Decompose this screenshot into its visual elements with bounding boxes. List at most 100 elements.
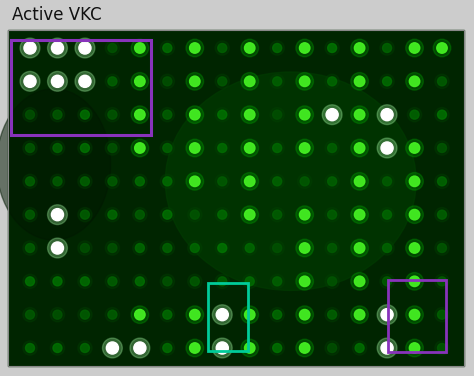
Circle shape bbox=[435, 274, 449, 288]
Circle shape bbox=[133, 241, 147, 255]
Circle shape bbox=[355, 276, 365, 287]
Circle shape bbox=[215, 108, 229, 122]
Ellipse shape bbox=[0, 89, 110, 240]
Circle shape bbox=[218, 177, 227, 186]
Circle shape bbox=[131, 73, 149, 90]
Circle shape bbox=[160, 174, 174, 188]
Circle shape bbox=[105, 41, 119, 55]
Circle shape bbox=[135, 43, 145, 53]
Circle shape bbox=[270, 308, 284, 322]
Circle shape bbox=[325, 141, 339, 155]
Circle shape bbox=[190, 176, 200, 186]
Circle shape bbox=[433, 39, 451, 57]
Circle shape bbox=[53, 177, 62, 186]
Circle shape bbox=[188, 241, 202, 255]
Circle shape bbox=[190, 43, 200, 53]
Circle shape bbox=[81, 244, 90, 253]
Circle shape bbox=[410, 76, 420, 86]
Circle shape bbox=[328, 244, 337, 253]
Circle shape bbox=[215, 208, 229, 222]
Circle shape bbox=[241, 306, 258, 323]
Circle shape bbox=[218, 244, 227, 253]
Circle shape bbox=[325, 174, 339, 188]
Circle shape bbox=[23, 341, 37, 355]
Circle shape bbox=[328, 344, 337, 353]
Circle shape bbox=[218, 144, 227, 153]
Circle shape bbox=[108, 110, 117, 119]
Circle shape bbox=[296, 273, 313, 290]
Circle shape bbox=[53, 310, 62, 319]
Circle shape bbox=[410, 110, 419, 119]
Circle shape bbox=[300, 243, 310, 253]
Circle shape bbox=[108, 310, 117, 319]
Circle shape bbox=[355, 243, 365, 253]
Circle shape bbox=[78, 274, 92, 288]
Circle shape bbox=[351, 206, 368, 223]
Circle shape bbox=[410, 276, 420, 287]
Circle shape bbox=[131, 39, 149, 57]
Circle shape bbox=[163, 344, 172, 353]
Circle shape bbox=[377, 338, 397, 358]
Circle shape bbox=[245, 309, 255, 320]
Circle shape bbox=[296, 306, 313, 323]
Circle shape bbox=[163, 210, 172, 219]
Circle shape bbox=[218, 277, 227, 286]
Circle shape bbox=[245, 43, 255, 53]
Circle shape bbox=[355, 76, 365, 86]
Circle shape bbox=[325, 241, 339, 255]
Circle shape bbox=[190, 309, 200, 320]
Circle shape bbox=[273, 210, 282, 219]
Circle shape bbox=[186, 306, 204, 323]
Circle shape bbox=[163, 244, 172, 253]
Circle shape bbox=[215, 141, 229, 155]
Circle shape bbox=[241, 206, 258, 223]
Circle shape bbox=[102, 338, 122, 358]
Circle shape bbox=[438, 310, 447, 319]
Circle shape bbox=[160, 208, 174, 222]
Circle shape bbox=[160, 241, 174, 255]
Circle shape bbox=[216, 309, 228, 321]
Circle shape bbox=[47, 205, 67, 224]
Circle shape bbox=[245, 109, 255, 120]
Circle shape bbox=[438, 244, 447, 253]
Circle shape bbox=[215, 174, 229, 188]
Circle shape bbox=[135, 143, 145, 153]
Circle shape bbox=[78, 341, 92, 355]
Circle shape bbox=[296, 206, 313, 223]
Circle shape bbox=[20, 71, 40, 91]
Circle shape bbox=[79, 42, 91, 54]
Circle shape bbox=[212, 338, 232, 358]
Circle shape bbox=[406, 339, 423, 357]
Circle shape bbox=[130, 338, 150, 358]
Circle shape bbox=[245, 277, 254, 286]
Circle shape bbox=[270, 274, 284, 288]
Circle shape bbox=[406, 173, 423, 190]
Circle shape bbox=[23, 108, 37, 122]
Circle shape bbox=[188, 208, 202, 222]
Circle shape bbox=[273, 110, 282, 119]
Circle shape bbox=[190, 143, 200, 153]
Circle shape bbox=[438, 277, 447, 286]
Circle shape bbox=[270, 174, 284, 188]
Circle shape bbox=[23, 174, 37, 188]
Circle shape bbox=[296, 339, 313, 357]
Circle shape bbox=[438, 144, 447, 153]
Circle shape bbox=[438, 344, 447, 353]
Circle shape bbox=[108, 144, 117, 153]
Circle shape bbox=[273, 310, 282, 319]
Circle shape bbox=[435, 108, 449, 122]
Circle shape bbox=[51, 75, 64, 87]
Circle shape bbox=[163, 144, 172, 153]
Circle shape bbox=[383, 177, 392, 186]
Bar bbox=[8, 30, 464, 366]
Circle shape bbox=[24, 42, 36, 54]
Circle shape bbox=[190, 244, 199, 253]
Circle shape bbox=[351, 73, 368, 90]
Circle shape bbox=[435, 208, 449, 222]
Circle shape bbox=[131, 139, 149, 157]
Circle shape bbox=[300, 209, 310, 220]
Circle shape bbox=[300, 177, 309, 186]
Text: Active VKC: Active VKC bbox=[12, 6, 101, 24]
Circle shape bbox=[407, 108, 422, 122]
Circle shape bbox=[50, 108, 64, 122]
